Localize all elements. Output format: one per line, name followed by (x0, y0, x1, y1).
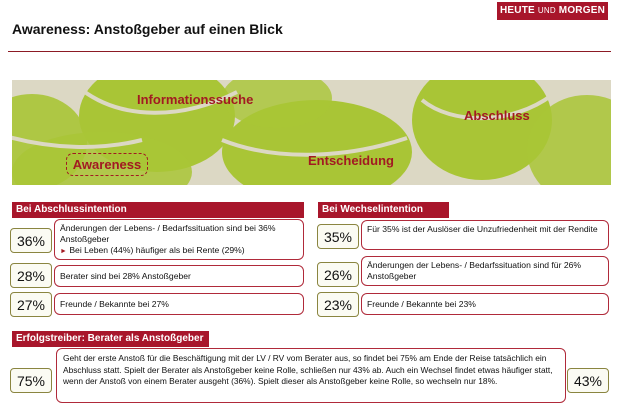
percentage-badge: 26% (317, 262, 359, 287)
section-header-erfolgstreiber: Erfolgstreiber: Berater als Anstoßgeber (12, 331, 209, 347)
section-header-abschluss: Bei Abschlussintention (12, 202, 304, 218)
info-text: Änderungen der Lebens- / Bedarfssituatio… (60, 223, 276, 244)
stage-informationssuche: Informationssuche (137, 92, 254, 107)
percentage-badge: 27% (10, 292, 52, 317)
page-title: Awareness: Anstoßgeber auf einen Blick (12, 21, 283, 37)
info-box: Freunde / Bekannte bei 27% (54, 293, 304, 315)
info-box: Berater sind bei 28% Anstoßgeber (54, 265, 304, 287)
stage-awareness: Awareness (66, 153, 148, 176)
info-box: Freunde / Bekannte bei 23% (361, 293, 609, 315)
summary-box: Geht der erste Anstoß für die Beschäftig… (56, 348, 566, 403)
section-header-wechsel: Bei Wechselintention (318, 202, 449, 218)
info-box: Änderungen der Lebens- / Bedarfssituatio… (361, 256, 609, 286)
bean-illustration (12, 80, 611, 185)
percentage-badge: 36% (10, 228, 52, 253)
percentage-badge: 23% (317, 292, 359, 317)
percentage-badge: 75% (10, 368, 52, 393)
stage-abschluss: Abschluss (464, 108, 530, 123)
triangle-bullet-icon: ► (60, 248, 67, 255)
percentage-badge: 28% (10, 263, 52, 288)
info-box: Änderungen der Lebens- / Bedarfssituatio… (54, 219, 304, 260)
stage-entscheidung: Entscheidung (308, 153, 394, 168)
journey-banner (12, 80, 611, 185)
info-subpoint: ► Bei Leben (44%) häufiger als bei Rente… (60, 245, 298, 257)
info-subtext: Bei Leben (44%) häufiger als bei Rente (… (69, 245, 245, 255)
percentage-badge: 43% (567, 368, 609, 393)
info-box: Für 35% ist der Auslöser die Unzufrieden… (361, 220, 609, 250)
brand-logo: HEUTE UND MORGEN (497, 2, 608, 20)
percentage-badge: 35% (317, 224, 359, 249)
title-divider (8, 51, 611, 52)
logo-tagline (497, 22, 608, 25)
